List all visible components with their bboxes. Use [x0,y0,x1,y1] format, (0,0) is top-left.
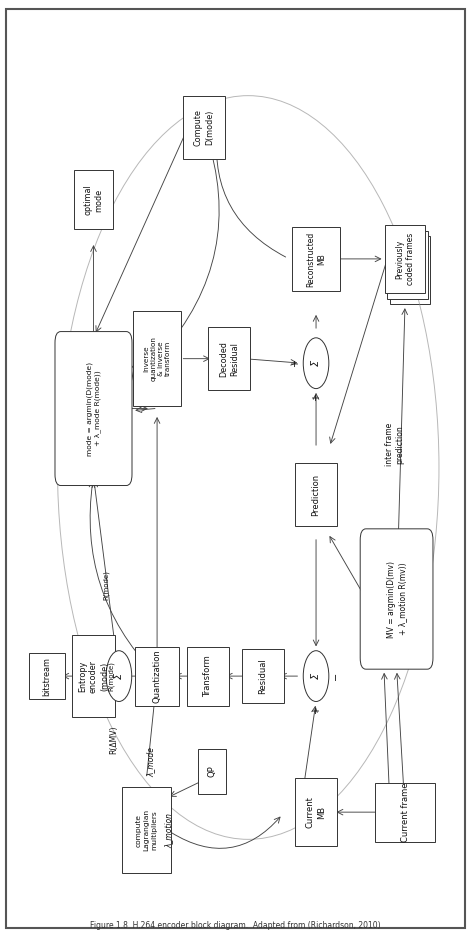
Bar [187,647,229,706]
Text: Σ: Σ [114,673,124,679]
Text: R(mode): R(mode) [108,661,115,691]
Text: Transform: Transform [203,655,212,697]
Text: inter frame
prediction: inter frame prediction [385,424,404,467]
Bar [387,231,428,298]
Text: λ_motion: λ_motion [164,813,173,848]
Bar [74,170,113,229]
Text: Residual: Residual [259,658,268,694]
Bar [375,783,435,842]
Text: Current frame: Current frame [400,783,410,842]
Bar [73,635,115,717]
Text: Σ: Σ [311,673,321,679]
Bar [122,787,171,873]
Bar [390,237,430,304]
Bar [29,654,65,698]
Text: MV = argmin(D(mv)
+ λ_motion R(mv)): MV = argmin(D(mv) + λ_motion R(mv)) [387,560,406,638]
Bar [295,778,337,846]
Text: R(ΔMV): R(ΔMV) [110,726,119,754]
Text: Reconstructed
MB: Reconstructed MB [306,231,326,286]
Bar [183,95,225,159]
Text: +: + [311,706,321,714]
FancyBboxPatch shape [360,529,433,669]
Bar [135,647,179,706]
FancyBboxPatch shape [55,332,132,485]
Text: +: + [311,394,321,401]
Text: −: − [331,672,341,680]
Circle shape [303,651,329,701]
Text: Figure 1.8  H.264 encoder block diagram.  Adapted from (Richardson, 2010): Figure 1.8 H.264 encoder block diagram. … [90,921,381,930]
Bar [208,327,251,391]
Bar [385,225,425,293]
Text: QP: QP [208,766,217,777]
Text: Compute
D(mode): Compute D(mode) [194,109,214,146]
Text: Decoded
Residual: Decoded Residual [219,340,239,377]
Circle shape [106,651,132,701]
Bar [133,311,181,407]
Text: compute
Lagrangian
multipliers: compute Lagrangian multipliers [136,809,157,852]
Text: Prediction: Prediction [311,474,321,516]
FancyBboxPatch shape [6,9,465,928]
Bar [198,749,226,794]
Bar [295,463,337,526]
Text: Quantization: Quantization [153,649,162,703]
Bar [242,649,284,703]
Text: mode = argmin(D(mode)
+ λ_mode R(mode)): mode = argmin(D(mode) + λ_mode R(mode)) [86,362,101,455]
Text: Previously
coded frames: Previously coded frames [395,233,415,285]
Text: R(mode): R(mode) [103,570,110,600]
Text: Σ: Σ [311,360,321,367]
Text: Entropy
encoder
(mode): Entropy encoder (mode) [78,659,109,693]
Text: λ_mode: λ_mode [146,747,156,777]
Circle shape [303,338,329,389]
Text: +: + [291,359,300,367]
Text: bitstream: bitstream [42,656,51,696]
Text: Inverse
quantization
& Inverse
transform: Inverse quantization & Inverse transform [143,337,171,381]
Bar [292,227,341,291]
Text: optimal
mode: optimal mode [83,184,104,215]
Text: Current
MB: Current MB [306,797,326,828]
